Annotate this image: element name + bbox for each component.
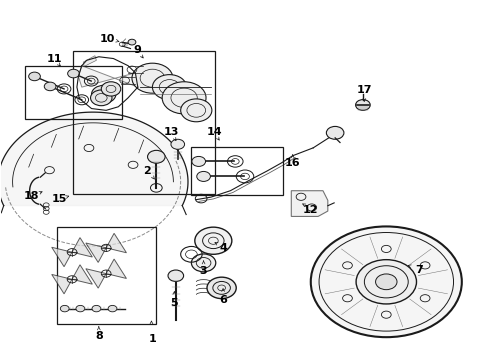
Text: 4: 4 <box>219 243 227 253</box>
Text: 11: 11 <box>46 54 62 64</box>
Circle shape <box>44 82 56 91</box>
Text: 17: 17 <box>357 85 372 95</box>
Text: 12: 12 <box>303 205 318 215</box>
Circle shape <box>108 305 117 312</box>
Circle shape <box>68 69 79 78</box>
Text: 13: 13 <box>163 127 179 137</box>
Circle shape <box>171 139 185 149</box>
Circle shape <box>356 100 370 111</box>
Text: 1: 1 <box>148 334 156 344</box>
Circle shape <box>76 305 85 312</box>
Bar <box>25 66 122 118</box>
Polygon shape <box>291 191 328 216</box>
Circle shape <box>128 39 136 45</box>
Circle shape <box>326 126 344 139</box>
Circle shape <box>162 82 206 114</box>
Text: 2: 2 <box>143 166 150 176</box>
Circle shape <box>375 274 397 290</box>
Text: 3: 3 <box>200 266 207 276</box>
Text: 10: 10 <box>100 34 115 44</box>
Circle shape <box>101 82 121 96</box>
Circle shape <box>356 260 416 304</box>
Text: 18: 18 <box>24 191 39 201</box>
Polygon shape <box>86 259 126 288</box>
Circle shape <box>92 305 101 312</box>
Polygon shape <box>52 238 92 267</box>
Circle shape <box>192 254 216 272</box>
Circle shape <box>207 277 236 298</box>
Circle shape <box>195 227 232 254</box>
Polygon shape <box>83 56 97 66</box>
Circle shape <box>181 99 212 122</box>
Text: 7: 7 <box>416 265 423 275</box>
Bar <box>74 51 215 194</box>
Polygon shape <box>86 233 126 262</box>
Text: 9: 9 <box>133 45 141 55</box>
Text: 14: 14 <box>207 127 222 137</box>
Bar <box>192 147 283 195</box>
Polygon shape <box>78 66 138 87</box>
Circle shape <box>132 63 173 93</box>
Polygon shape <box>0 112 188 206</box>
Text: 15: 15 <box>51 194 67 203</box>
Circle shape <box>197 171 210 181</box>
Circle shape <box>147 150 165 163</box>
Circle shape <box>92 85 116 103</box>
Circle shape <box>311 226 462 337</box>
Polygon shape <box>52 265 92 294</box>
Circle shape <box>91 90 112 106</box>
Text: 8: 8 <box>95 332 103 342</box>
Text: 16: 16 <box>285 158 300 168</box>
Text: 5: 5 <box>171 298 178 308</box>
Bar <box>57 227 156 324</box>
Circle shape <box>152 75 187 100</box>
Circle shape <box>60 305 69 312</box>
Circle shape <box>29 72 40 81</box>
Circle shape <box>168 270 184 282</box>
Text: 6: 6 <box>219 295 227 305</box>
Circle shape <box>192 157 205 166</box>
